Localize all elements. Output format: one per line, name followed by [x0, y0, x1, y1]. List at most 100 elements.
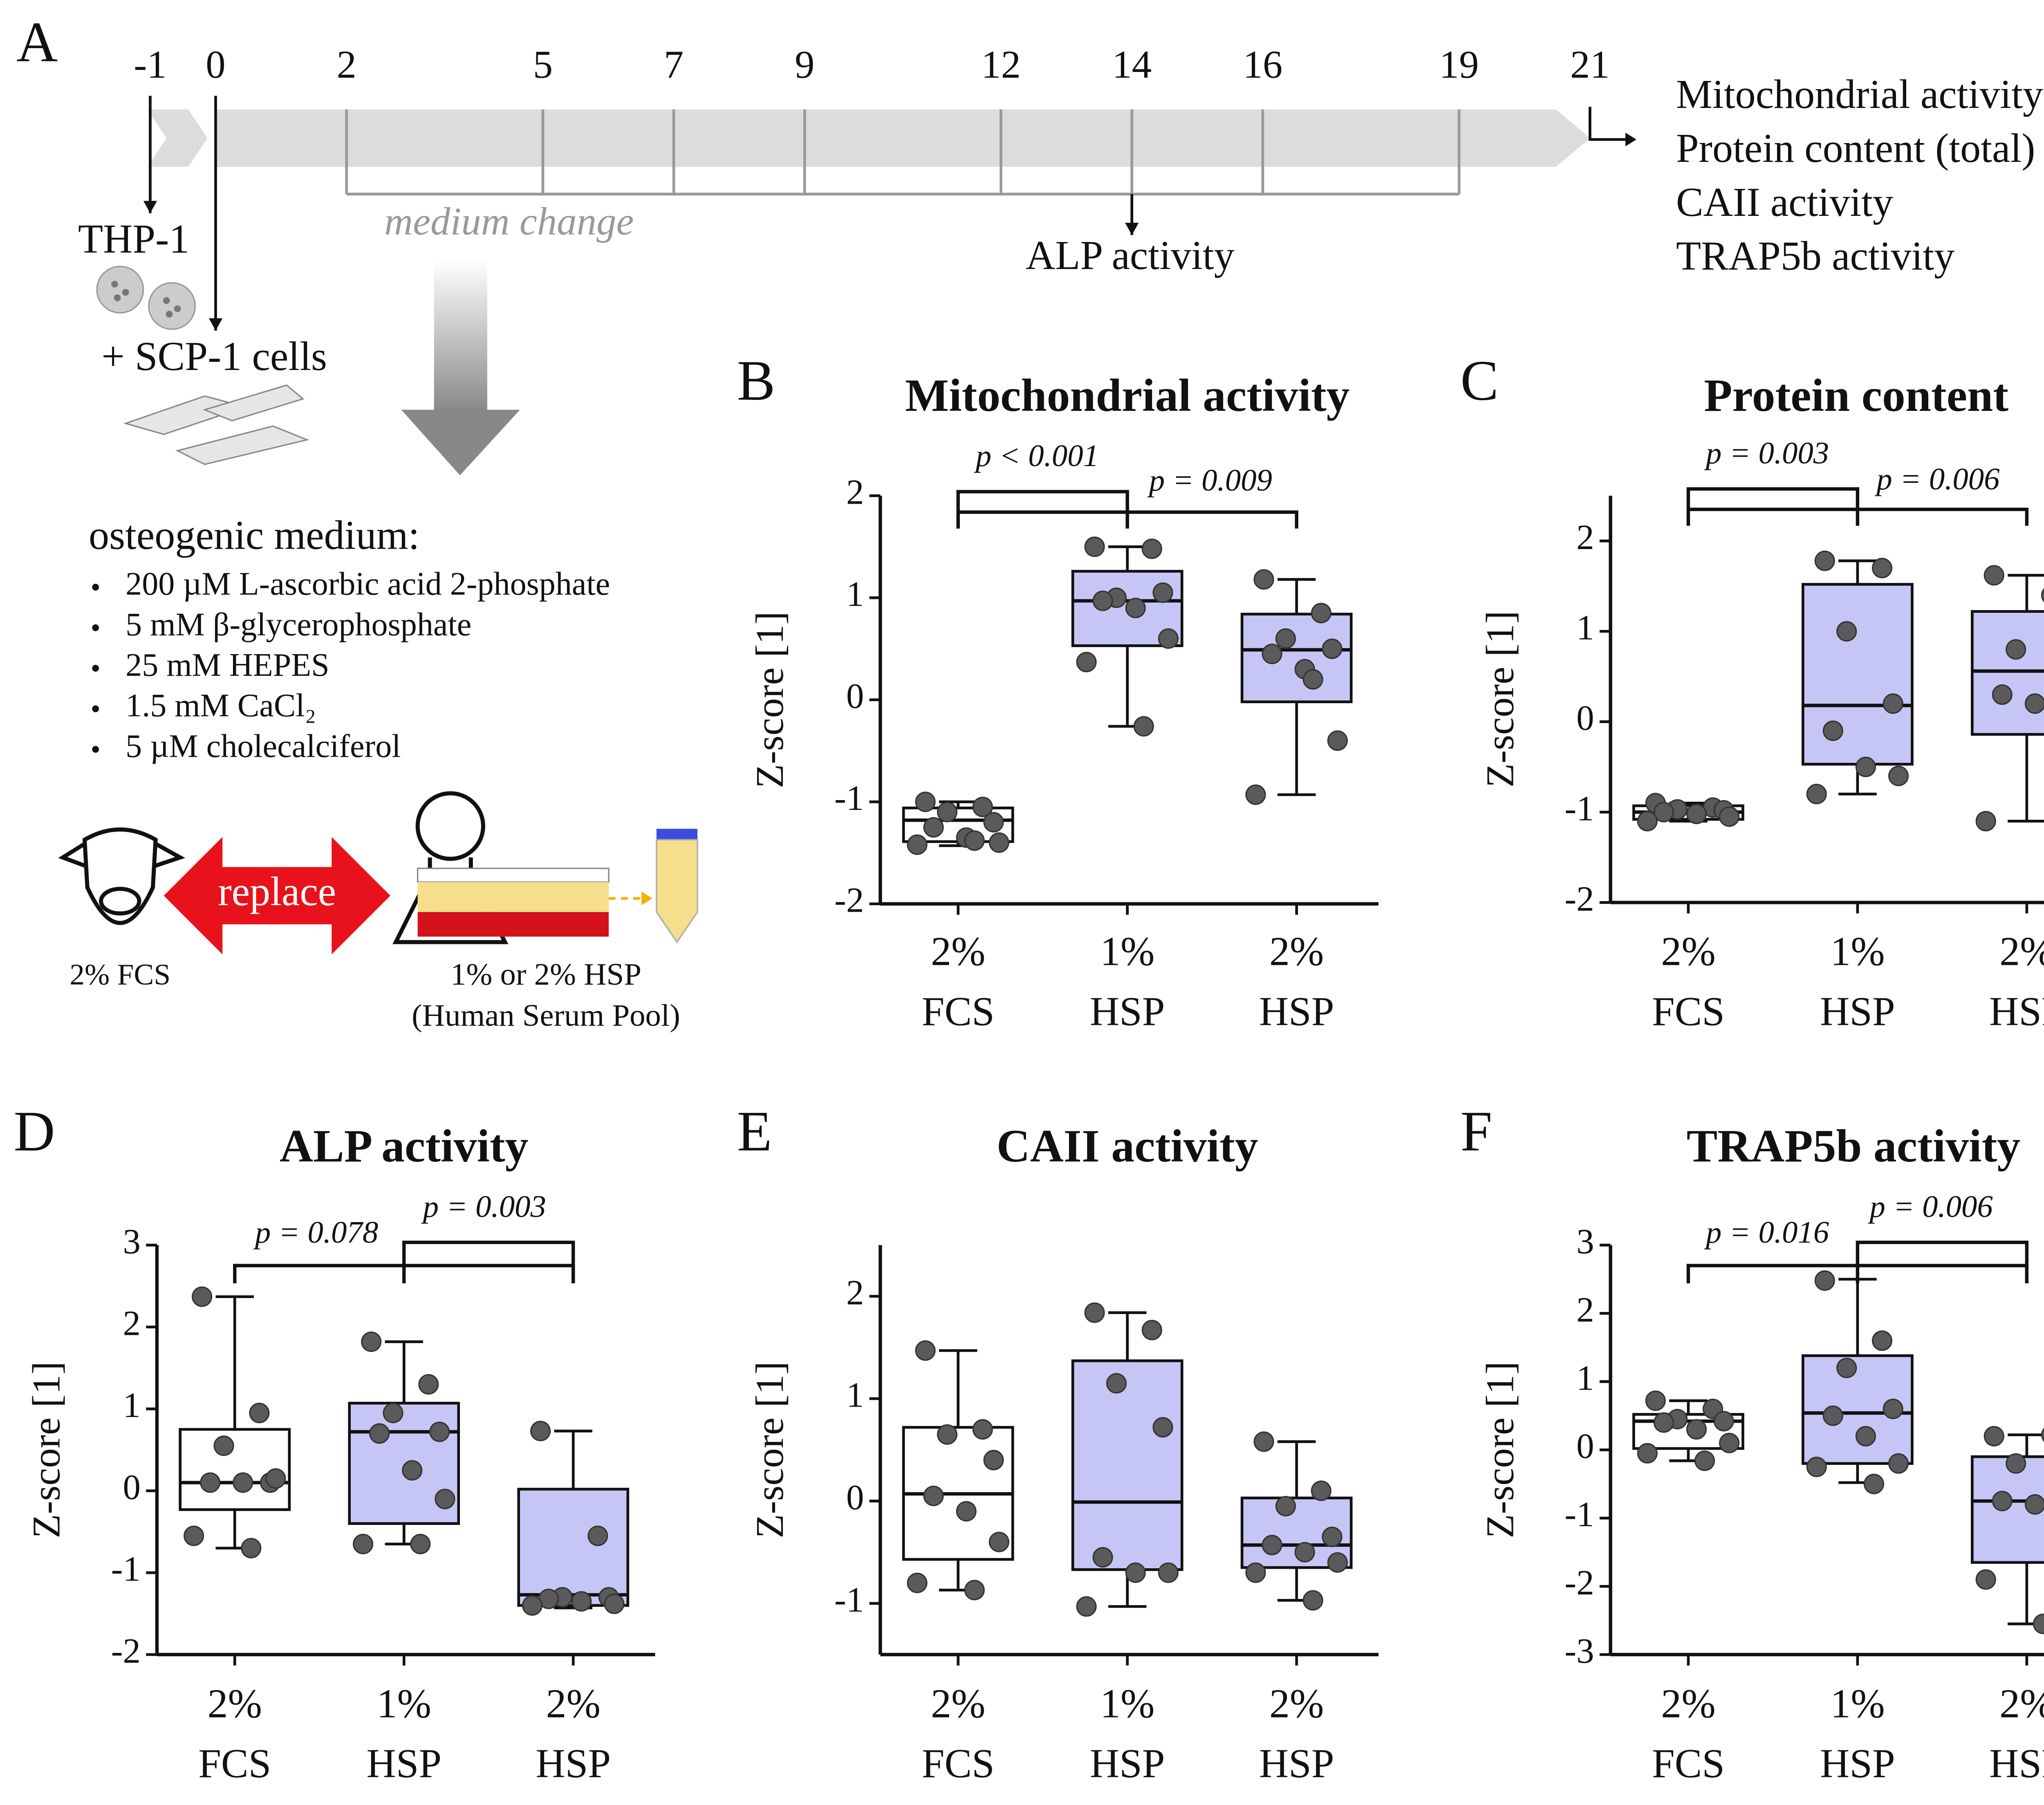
readout: TRAP5b activity: [1676, 233, 1954, 279]
cell-dots: [111, 280, 181, 318]
x-tick-label: 2%: [1269, 1681, 1324, 1726]
panel-letter: B: [737, 349, 775, 413]
y-tick-label: -2: [834, 881, 864, 920]
y-axis-label: Z-score [1]: [748, 611, 791, 788]
data-point: [937, 802, 958, 823]
data-point: [353, 1534, 374, 1554]
data-point: [1983, 565, 2004, 586]
data-point: [1983, 1426, 2004, 1446]
replace-arrow: [164, 837, 390, 955]
day-label: 16: [1243, 43, 1283, 86]
data-point: [2041, 588, 2044, 603]
data-point: [435, 1489, 455, 1509]
data-point: [972, 1419, 993, 1440]
data-point: [1806, 784, 1827, 805]
data-point: [402, 1460, 423, 1481]
arrow-head: [1625, 132, 1636, 146]
data-point: [907, 1572, 928, 1593]
x-tick-label: FCS: [922, 1741, 995, 1786]
y-axis-label: Z-score [1]: [1478, 1361, 1522, 1538]
panel-letter: C: [1460, 349, 1499, 413]
significance-bracket: [956, 490, 1129, 529]
x-tick-label: 2%: [1999, 1681, 2044, 1726]
data-point: [915, 1340, 936, 1361]
day-label: 5: [533, 43, 553, 86]
y-tick-label: -1: [111, 1549, 141, 1589]
data-point: [418, 1374, 439, 1395]
day-label: 2: [336, 43, 356, 86]
y-tick-label: 1: [846, 574, 864, 614]
y-axis-label: Z-score [1]: [748, 1361, 791, 1538]
data-point: [1836, 621, 1857, 642]
medium-item: 25 mM HEPES: [126, 647, 329, 683]
data-point: [1262, 1535, 1282, 1556]
data-point: [2024, 1494, 2044, 1515]
data-point: [1694, 1450, 1715, 1471]
data-point: [937, 1424, 958, 1445]
bullet: [92, 746, 99, 753]
data-point: [1814, 550, 1835, 571]
data-point: [1275, 1496, 1296, 1517]
data-point: [241, 1538, 262, 1558]
data-point: [964, 830, 985, 851]
data-point: [1322, 1527, 1342, 1547]
data-point: [249, 1403, 270, 1424]
x-tick-label: HSP: [1820, 1741, 1895, 1786]
data-point: [1322, 638, 1342, 659]
x-tick-label: 2%: [931, 1681, 986, 1726]
y-tick-label: -1: [1564, 789, 1594, 828]
y-tick-label: -2: [1564, 879, 1594, 918]
arrow-head: [1125, 222, 1139, 235]
data-point: [2006, 1453, 2026, 1474]
y-tick-label: 2: [846, 473, 864, 512]
x-tick-label: 2%: [1269, 929, 1324, 974]
data-point: [2033, 1613, 2044, 1635]
data-point: [2024, 693, 2044, 714]
medium-item: 1.5 mM CaCl₂: [126, 688, 316, 724]
y-tick-label: 3: [123, 1222, 140, 1261]
data-point: [983, 812, 1004, 833]
data-point: [1822, 1405, 1843, 1426]
day-label: 9: [795, 43, 814, 86]
data-point: [1084, 1302, 1105, 1323]
data-point: [1883, 1399, 1903, 1419]
data-point: [1992, 684, 2013, 705]
y-tick-label: 2: [123, 1304, 140, 1343]
data-point: [1327, 730, 1348, 751]
x-tick-label: HSP: [1820, 989, 1895, 1034]
box: [1071, 1359, 1183, 1571]
data-point: [964, 1580, 985, 1601]
bullet: [92, 665, 99, 672]
data-point: [923, 1485, 944, 1507]
data-point: [988, 1531, 1009, 1552]
day-label: 14: [1112, 43, 1152, 86]
thp1-label: THP-1: [78, 216, 190, 262]
y-tick-label: 0: [846, 1478, 864, 1517]
y-tick-label: 0: [1576, 698, 1594, 738]
medium-item: 200 µM L-ascorbic acid 2-phosphate: [126, 566, 610, 602]
data-point: [1888, 765, 1909, 787]
data-point: [530, 1421, 551, 1442]
scp1-label: + SCP-1 cells: [101, 334, 327, 379]
data-point: [1855, 1426, 1876, 1446]
y-tick-label: -2: [111, 1631, 141, 1670]
data-point: [1106, 1373, 1127, 1394]
alp-label: ALP activity: [1026, 233, 1235, 278]
data-point: [2006, 639, 2026, 660]
arrow-head: [208, 318, 223, 331]
data-point: [1888, 1453, 1909, 1474]
x-tick-label: HSP: [1259, 989, 1334, 1034]
data-point: [604, 1593, 625, 1614]
data-point: [1311, 603, 1331, 623]
data-point: [383, 1403, 403, 1424]
data-point: [1719, 1433, 1740, 1453]
y-tick-label: 0: [123, 1467, 140, 1507]
significance-bracket: [1686, 507, 2029, 526]
chart-title: ALP activity: [280, 1120, 528, 1172]
data-point: [1686, 803, 1707, 824]
p-value: p = 0.009: [1147, 463, 1272, 498]
data-point: [1092, 590, 1113, 611]
data-point: [1822, 720, 1843, 741]
